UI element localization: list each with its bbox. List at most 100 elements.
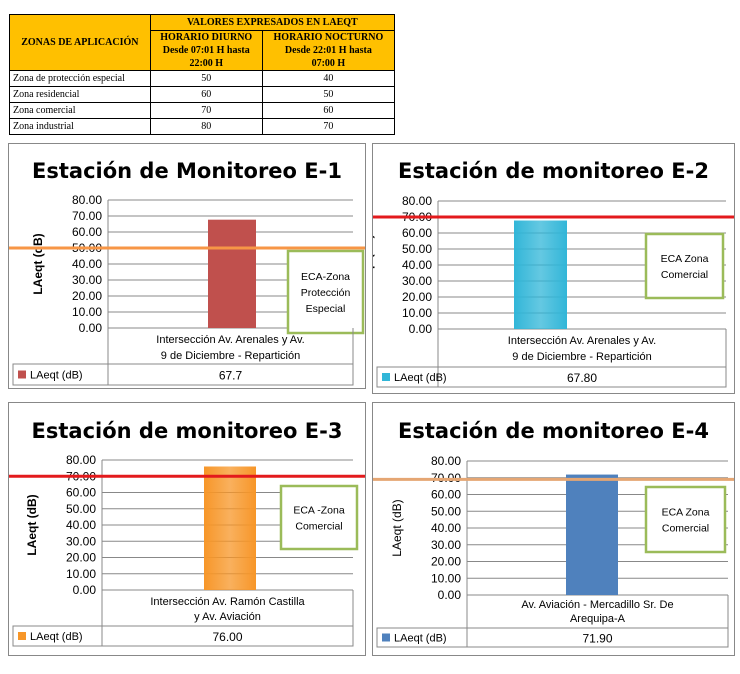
category-label: 9 de Diciembre - Repartición bbox=[512, 351, 651, 363]
y-tick-label: 0.00 bbox=[79, 321, 103, 335]
data-value-label: 71.90 bbox=[582, 632, 612, 646]
category-label: Intersección Av. Arenales y Av. bbox=[156, 334, 304, 346]
zone-header: ZONAS DE APLICACIÓN bbox=[9, 14, 151, 71]
night-header: HORARIO NOCTURNO Desde 22:01 H hasta 07:00… bbox=[261, 30, 396, 71]
chart-title: Estación de monitoreo E-4 bbox=[398, 419, 709, 443]
data-table-row bbox=[12, 625, 354, 647]
legend-key bbox=[382, 373, 390, 381]
bar bbox=[566, 474, 618, 595]
category-label: Arequipa-A bbox=[570, 613, 626, 625]
eca-annotation-text: ECA Zona bbox=[662, 507, 710, 519]
eca-annotation-text: Comercial bbox=[661, 269, 708, 281]
chart-svg: Estación de monitoreo E-3 0.00 10.00 20.00 3… bbox=[9, 419, 365, 647]
chart-title: Estación de monitoreo E-3 bbox=[32, 419, 343, 443]
eca-annotation-text: Especial bbox=[306, 303, 346, 315]
eca-annotation-text: Comercial bbox=[295, 521, 342, 533]
data-value-label: 67.7 bbox=[219, 369, 243, 383]
chart-e4: Estación de monitoreo E-4 0.00 10.00 20.00 3… bbox=[372, 402, 735, 656]
values-header: VALORES EXPRESADOS EN LAEQT bbox=[149, 14, 396, 31]
y-tick-label: 10.00 bbox=[66, 567, 96, 581]
y-tick-label: 60.00 bbox=[402, 226, 432, 240]
table-row: Zona de protección especial 50 40 bbox=[9, 70, 396, 87]
chart-svg: Estación de monitoreo E-2 0.00 10.00 20.00 3… bbox=[373, 159, 734, 388]
chart-e2: Estación de monitoreo E-2 0.00 10.00 20.00 3… bbox=[372, 143, 735, 394]
bar bbox=[204, 466, 256, 590]
data-value-label: 67.80 bbox=[567, 371, 597, 385]
y-tick-label: 0.00 bbox=[73, 583, 97, 597]
y-tick-label: 40.00 bbox=[72, 257, 102, 271]
legend-key bbox=[18, 370, 26, 379]
y-tick-label: 30.00 bbox=[402, 274, 432, 288]
y-tick-label: 0.00 bbox=[409, 322, 433, 336]
limits-table: ZONAS DE APLICACIÓN VALORES EXPRESADOS E… bbox=[9, 14, 396, 135]
data-table-row bbox=[12, 363, 354, 386]
eca-annotation-text: ECA-Zona bbox=[301, 271, 350, 283]
y-axis-label: LAeqt (dB) bbox=[25, 494, 39, 555]
y-tick-label: 50.00 bbox=[431, 504, 461, 518]
data-value-label: 76.00 bbox=[212, 630, 242, 644]
category-label: Intersección Av. Ramón Castilla bbox=[150, 596, 305, 608]
eca-annotation-box bbox=[644, 232, 725, 300]
y-tick-label: 50.00 bbox=[402, 242, 432, 256]
chart-title: Estación de Monitoreo E-1 bbox=[32, 159, 342, 183]
y-tick-label: 20.00 bbox=[402, 290, 432, 304]
table-row: Zona residencial 60 50 bbox=[9, 86, 396, 103]
y-tick-label: 30.00 bbox=[66, 534, 96, 548]
legend-key bbox=[382, 633, 390, 642]
table-row: Zona industrial 80 70 bbox=[9, 118, 396, 135]
legend-label: LAeqt (dB) bbox=[30, 370, 83, 382]
bar bbox=[208, 219, 256, 328]
y-tick-label: 20.00 bbox=[72, 289, 102, 303]
eca-annotation-box bbox=[644, 485, 727, 554]
bar bbox=[514, 220, 567, 329]
eca-annotation-text: Comercial bbox=[662, 523, 709, 535]
eca-annotation-box bbox=[279, 484, 359, 551]
eca-annotation-box bbox=[286, 249, 365, 335]
y-tick-label: 80.00 bbox=[72, 193, 102, 207]
data-table-row bbox=[376, 627, 729, 648]
y-tick-label: 60.00 bbox=[431, 488, 461, 502]
y-tick-label: 0.00 bbox=[438, 588, 462, 602]
legend-key bbox=[18, 632, 26, 640]
chart-e1: Estación de Monitoreo E-1 0.00 10.00 20.00 3… bbox=[8, 143, 366, 389]
chart-title: Estación de monitoreo E-2 bbox=[398, 159, 709, 183]
category-label: Intersección Av. Arenales y Av. bbox=[508, 335, 656, 347]
y-tick-label: 80.00 bbox=[431, 454, 461, 468]
y-tick-label: 40.00 bbox=[431, 521, 461, 535]
eca-annotation-text: ECA Zona bbox=[661, 253, 709, 265]
y-tick-label: 80.00 bbox=[66, 453, 96, 467]
data-table-row bbox=[376, 366, 727, 388]
category-label: 9 de Diciembre - Repartición bbox=[161, 350, 300, 362]
y-tick-label: 60.00 bbox=[72, 225, 102, 239]
category-label: Av. Aviación - Mercadillo Sr. De bbox=[521, 599, 673, 611]
category-label: y Av. Aviación bbox=[194, 611, 261, 623]
y-tick-label: 40.00 bbox=[402, 258, 432, 272]
y-tick-label: 10.00 bbox=[72, 305, 102, 319]
y-tick-label: 80.00 bbox=[402, 194, 432, 208]
table-row: Zona comercial 70 60 bbox=[9, 102, 396, 119]
chart-svg: Estación de Monitoreo E-1 0.00 10.00 20.00 3… bbox=[9, 159, 365, 386]
eca-annotation-text: Protección bbox=[301, 287, 351, 299]
legend-label: LAeqt (dB) bbox=[30, 631, 83, 643]
day-header: HORARIO DIURNO Desde 07:01 H hasta 22:00 H bbox=[149, 30, 263, 71]
y-tick-label: 70.00 bbox=[431, 471, 461, 485]
y-tick-label: 20.00 bbox=[431, 555, 461, 569]
y-tick-label: 40.00 bbox=[66, 518, 96, 532]
y-axis-label: LAeqt (dB) bbox=[373, 234, 375, 295]
y-axis-label: LAeqt (dB) bbox=[31, 233, 45, 294]
chart-e3: Estación de monitoreo E-3 0.00 10.00 20.00 3… bbox=[8, 402, 366, 656]
legend-label: LAeqt (dB) bbox=[394, 633, 447, 645]
y-tick-label: 70.00 bbox=[72, 209, 102, 223]
chart-svg: Estación de monitoreo E-4 0.00 10.00 20.00 3… bbox=[373, 419, 734, 648]
y-axis-label: LAeqt (dB) bbox=[390, 499, 404, 556]
eca-annotation-text: ECA -Zona bbox=[293, 505, 345, 517]
y-tick-label: 60.00 bbox=[66, 486, 96, 500]
legend-label: LAeqt (dB) bbox=[394, 372, 447, 384]
y-tick-label: 10.00 bbox=[402, 306, 432, 320]
y-tick-label: 10.00 bbox=[431, 571, 461, 585]
y-tick-label: 30.00 bbox=[431, 538, 461, 552]
y-tick-label: 50.00 bbox=[66, 502, 96, 516]
y-tick-label: 30.00 bbox=[72, 273, 102, 287]
y-tick-label: 20.00 bbox=[66, 551, 96, 565]
